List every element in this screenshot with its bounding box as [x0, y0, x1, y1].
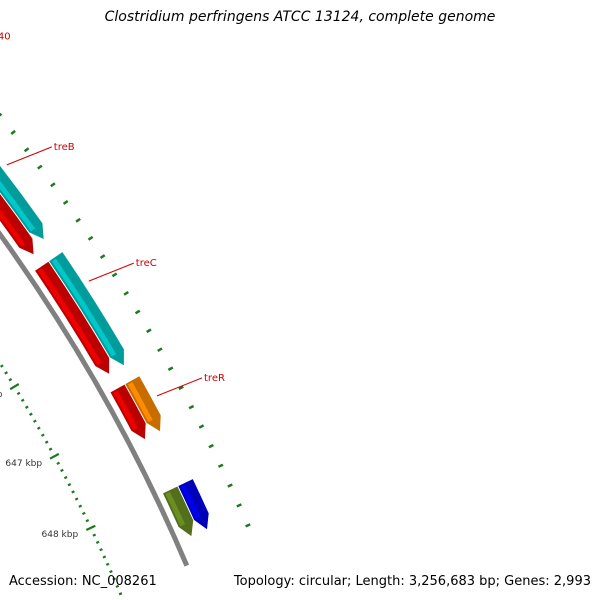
gene-label[interactable]: treR [204, 373, 225, 384]
backbone [0, 230, 190, 567]
ruler-minor-tick [40, 433, 45, 437]
outer-ruler-tick [198, 424, 205, 429]
ruler-minor-tick [8, 377, 13, 382]
ruler-minor-tick [56, 461, 61, 466]
gene-label[interactable]: CPF_0540 [0, 32, 11, 43]
outer-ruler-tick [134, 309, 141, 315]
ruler-minor-tick [105, 562, 110, 566]
outer-ruler-tick [50, 182, 56, 188]
outer-ruler-tick [123, 290, 129, 296]
outer-ruler-tick [87, 235, 94, 241]
outer-ruler-tick [227, 483, 233, 488]
ruler-minor-tick [0, 364, 4, 368]
ruler-minor-tick [24, 405, 29, 409]
ruler-minor-tick [36, 426, 41, 430]
gene-label[interactable]: treB [54, 142, 75, 153]
ruler-major-tick [49, 452, 60, 460]
ruler-label: 648 kbp [42, 530, 79, 540]
outer-ruler-tick [217, 463, 224, 468]
outer-ruler-tick [188, 404, 195, 410]
gene-label-leader [88, 262, 134, 282]
ruler-minor-tick [95, 540, 100, 545]
ruler-label: 646 kbp [0, 390, 3, 400]
feature-tracks [0, 128, 209, 537]
ruler-minor-tick [102, 555, 107, 559]
ruler-minor-tick [109, 570, 113, 574]
ruler-minor-tick [29, 412, 33, 416]
outer-ruler-tick [167, 366, 174, 371]
gene-feature[interactable] [49, 252, 124, 366]
gene-feature[interactable] [178, 479, 209, 530]
gene-feature[interactable] [35, 261, 110, 374]
outer-ruler-tick [146, 328, 152, 334]
outer-ruler-tick [0, 112, 3, 117]
ruler-minor-tick [74, 497, 79, 501]
ruler-minor-tick [48, 447, 53, 451]
ruler-minor-tick [67, 483, 72, 487]
outer-ruler-tick [236, 503, 242, 508]
outer-ruler-tick [62, 199, 69, 205]
genome-summary-text: Topology: circular; Length: 3,256,683 bp… [233, 574, 591, 589]
map-title: Clostridium perfringens ATCC 13124, comp… [104, 9, 496, 25]
gene-feature[interactable] [125, 376, 161, 432]
outer-ruler-tick [99, 254, 106, 259]
gene-feature[interactable] [110, 384, 146, 440]
ruler-ticks: 641 kbp642 kbp643 kbp644 kbp645 kbp646 k… [0, 112, 251, 596]
ruler-minor-tick [99, 548, 103, 552]
ruler-minor-tick [112, 577, 116, 581]
ruler-minor-tick [115, 584, 120, 589]
outer-ruler-tick [37, 164, 43, 170]
ruler-minor-tick [16, 391, 21, 396]
ruler-minor-tick [63, 475, 68, 480]
ruler-minor-tick [60, 468, 64, 473]
ruler-minor-tick [78, 504, 83, 508]
ruler-major-tick [85, 524, 96, 531]
gene-feature[interactable] [163, 486, 194, 537]
gene-label-leader [156, 377, 203, 397]
outer-ruler-tick [157, 347, 163, 352]
backbone-arc [0, 230, 190, 567]
gene-label[interactable]: treC [136, 258, 157, 269]
ruler-minor-tick [71, 490, 75, 494]
ruler-minor-tick [33, 419, 37, 423]
ruler-minor-tick [44, 440, 49, 444]
accession-text: Accession: NC_008261 [9, 574, 157, 589]
outer-ruler-tick [75, 217, 81, 223]
ruler-minor-tick [118, 592, 123, 596]
ruler-minor-tick [92, 533, 97, 537]
ruler-minor-tick [81, 511, 86, 516]
gene-labels: CPF_0540 treB treC treR [0, 32, 225, 397]
outer-ruler-tick [178, 385, 184, 391]
outer-ruler-tick [245, 523, 251, 528]
outer-ruler-tick [208, 443, 214, 449]
ruler-minor-tick [85, 519, 90, 523]
ruler-minor-tick [4, 371, 8, 375]
gene-label-leader [6, 146, 52, 166]
ruler-minor-tick [20, 398, 25, 403]
outer-ruler-tick [23, 147, 30, 153]
outer-ruler-tick [10, 129, 16, 135]
gene-feature[interactable] [0, 128, 44, 239]
ruler-major-tick [9, 383, 20, 391]
ruler-label: 647 kbp [5, 459, 42, 469]
gene-feature[interactable] [0, 142, 34, 255]
outer-ruler-tick [111, 272, 118, 278]
